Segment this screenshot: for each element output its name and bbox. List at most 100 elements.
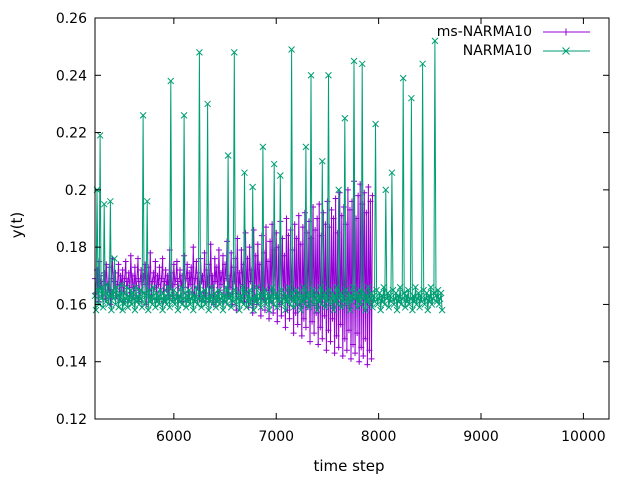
legend: ms-NARMA10 NARMA10 (437, 24, 590, 59)
data-point (365, 183, 372, 190)
data-point (343, 347, 350, 354)
x-tick-label: 6000 (156, 429, 192, 445)
data-point (140, 289, 148, 297)
data-point (219, 306, 227, 314)
data-point (129, 289, 137, 297)
data-point (341, 335, 348, 342)
data-point (193, 283, 200, 291)
data-point (404, 286, 412, 294)
data-point (315, 341, 322, 348)
data-point (119, 306, 126, 314)
data-point (330, 215, 337, 222)
data-point (124, 278, 131, 285)
data-point (335, 186, 343, 194)
data-point (369, 192, 376, 199)
data-point (97, 295, 105, 303)
data-point (423, 289, 431, 297)
data-point (158, 275, 165, 282)
data-point (363, 209, 370, 216)
data-point (307, 71, 315, 79)
data-point (400, 289, 408, 297)
data-point (330, 306, 337, 314)
data-point (274, 318, 281, 325)
data-point (298, 332, 305, 339)
data-point (308, 235, 315, 242)
data-point (298, 292, 306, 300)
data-point (199, 292, 206, 300)
data-point (397, 301, 405, 308)
x-tick-label: 9000 (463, 429, 499, 445)
data-point (301, 301, 309, 308)
data-point (338, 303, 346, 311)
data-point (365, 283, 372, 291)
data-point (415, 289, 422, 297)
legend-label-narma10: NARMA10 (463, 43, 532, 59)
data-point (294, 301, 302, 308)
data-point (159, 255, 166, 262)
data-point (187, 281, 194, 288)
data-point (150, 283, 157, 291)
data-point (312, 226, 319, 233)
data-point (310, 301, 318, 308)
data-point (147, 249, 154, 256)
data-point (301, 209, 308, 216)
data-point (315, 298, 323, 305)
data-point (133, 275, 140, 282)
data-point (149, 278, 156, 285)
data-point (145, 286, 153, 294)
data-point (401, 303, 409, 311)
data-point (100, 200, 108, 208)
data-point (419, 60, 427, 68)
data-point (355, 298, 363, 305)
data-point (266, 315, 273, 322)
data-point (436, 295, 444, 303)
data-point (121, 275, 128, 282)
data-point (190, 244, 197, 251)
data-point (388, 169, 396, 177)
data-point (174, 306, 182, 314)
data-point (234, 289, 242, 297)
data-point (198, 278, 205, 285)
axes: 0.12 0.14 0.16 0.18 0.2 0.22 0.24 0.26 6000 7000 8… (56, 11, 609, 445)
data-point (152, 258, 159, 265)
data-point (198, 303, 205, 311)
data-point (335, 344, 342, 351)
data-point (339, 352, 346, 359)
data-point (226, 289, 234, 297)
data-point (265, 306, 273, 314)
data-point (237, 292, 244, 300)
data-point (266, 292, 274, 300)
data-point (189, 306, 197, 314)
data-point (278, 312, 285, 319)
y-tick-label: 0.26 (56, 11, 87, 27)
data-point (218, 289, 226, 297)
data-point (138, 267, 145, 274)
data-point (125, 292, 133, 300)
data-point (367, 198, 374, 205)
data-point (177, 283, 185, 291)
data-point (327, 338, 334, 345)
data-point (361, 306, 369, 314)
data-point (405, 301, 413, 308)
data-point (384, 289, 392, 297)
data-point (307, 338, 314, 345)
data-point (368, 289, 375, 297)
data-point (271, 247, 278, 254)
data-point (317, 301, 325, 308)
data-point (181, 252, 188, 259)
data-point (224, 152, 232, 159)
data-point (103, 261, 110, 268)
data-point (302, 143, 310, 151)
data-point (421, 301, 429, 308)
data-point (309, 318, 316, 325)
data-point (173, 258, 180, 265)
data-point (235, 287, 242, 294)
data-point (109, 286, 116, 294)
data-point (385, 303, 393, 311)
data-point (267, 298, 275, 305)
data-point (136, 286, 144, 294)
data-point (333, 332, 340, 339)
data-point (380, 283, 388, 291)
data-point (98, 283, 106, 291)
data-point (393, 306, 401, 314)
